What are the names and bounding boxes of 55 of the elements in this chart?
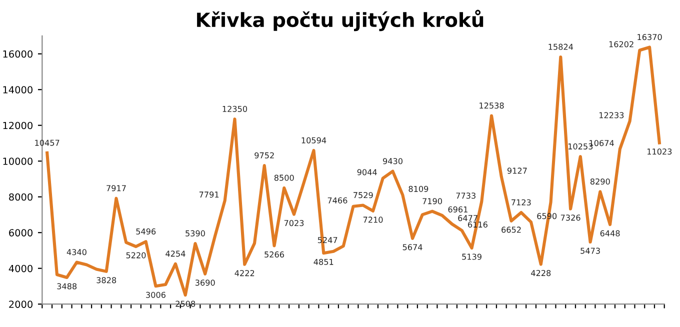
y-tick-label: 6000 <box>9 229 32 236</box>
data-label: 8109 <box>408 186 428 192</box>
data-label: 7466 <box>328 197 348 204</box>
y-tick-label: 10000 <box>3 158 32 165</box>
data-label: 7190 <box>422 198 442 204</box>
data-label: 8500 <box>274 174 294 181</box>
y-tick-label: 8000 <box>9 193 32 201</box>
data-label: 12233 <box>599 112 624 118</box>
data-label: 2508 <box>176 300 196 307</box>
data-label: 8290 <box>590 178 610 185</box>
data-label: 3828 <box>96 277 116 284</box>
data-label: 3006 <box>146 292 166 298</box>
data-label: 4228 <box>531 270 551 276</box>
data-label: 9127 <box>507 168 527 174</box>
data-label: 5139 <box>462 254 482 260</box>
data-label: 11023 <box>647 148 672 155</box>
data-label: 15824 <box>548 44 574 50</box>
y-tick-label: 4000 <box>8 264 32 272</box>
chart-title: Křivka počtu ujitých kroků <box>197 10 484 32</box>
data-label: 5390 <box>186 230 205 236</box>
data-label: 4222 <box>234 270 254 276</box>
data-label: 4851 <box>314 258 334 265</box>
data-label: 7326 <box>560 214 580 221</box>
data-label: 4340 <box>66 249 86 256</box>
data-label: 5496 <box>136 228 156 234</box>
data-label: 5266 <box>264 251 284 258</box>
data-label: 5220 <box>126 252 146 258</box>
data-label: 7123 <box>512 199 531 206</box>
data-label: 7733 <box>456 192 476 199</box>
data-label: 3690 <box>195 280 215 286</box>
data-label: 7791 <box>199 192 219 198</box>
data-label: 4254 <box>166 250 186 257</box>
data-label: 16202 <box>609 41 634 48</box>
data-label: 3488 <box>57 283 77 290</box>
data-label: 7023 <box>284 220 304 226</box>
data-label: 7210 <box>363 216 383 223</box>
data-label: 12350 <box>222 106 248 112</box>
data-label: 7529 <box>354 192 373 198</box>
data-label: 16370 <box>638 34 662 40</box>
y-tick-label: 2000 <box>9 300 32 308</box>
data-label: 12538 <box>480 102 504 109</box>
data-label: 9430 <box>383 158 402 164</box>
data-label: 6652 <box>502 226 521 233</box>
data-label: 5473 <box>580 248 600 254</box>
data-label: 10594 <box>302 137 326 144</box>
data-label: 6448 <box>600 230 620 236</box>
y-tick-label: 14000 <box>3 86 32 94</box>
data-label: 5674 <box>402 244 422 250</box>
y-tick-label: 16000 <box>3 50 32 58</box>
data-label: 7917 <box>106 185 126 192</box>
data-label: 9044 <box>357 169 377 176</box>
data-label: 10457 <box>35 140 60 146</box>
data-label: 6961 <box>448 206 468 212</box>
data-label: 9752 <box>254 152 274 158</box>
y-tick-label: 12000 <box>3 122 32 130</box>
